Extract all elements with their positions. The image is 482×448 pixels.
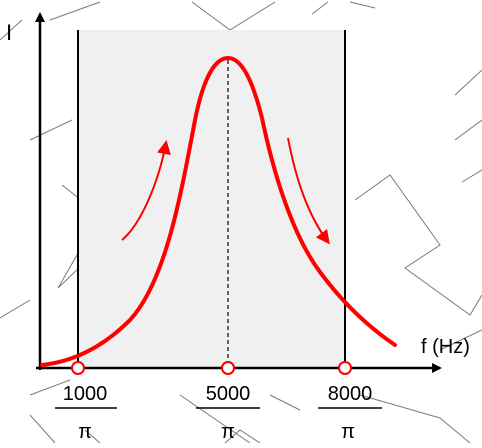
tick-denominator: π — [341, 421, 355, 443]
tick-marker-1000 — [71, 361, 85, 375]
falling-arrow — [287, 137, 330, 245]
rising-arrow — [121, 140, 171, 241]
bandwidth-shade — [78, 30, 345, 368]
tick-numerator: 1000 — [63, 383, 108, 405]
tick-label-5000: 5000 π — [196, 383, 260, 443]
tick-marker-5000 — [221, 361, 235, 375]
y-axis-label: I — [6, 20, 12, 45]
tick-marker-8000 — [338, 361, 352, 375]
tick-numerator: 8000 — [328, 383, 373, 405]
tick-label-1000: 1000 π — [55, 383, 117, 443]
resonance-curve — [40, 55, 397, 367]
tick-denominator: π — [78, 421, 92, 443]
tick-denominator: π — [221, 421, 235, 443]
tick-label-8000: 8000 π — [318, 383, 382, 443]
x-axis-label: f (Hz) — [421, 336, 470, 358]
tick-numerator: 5000 — [206, 383, 251, 405]
